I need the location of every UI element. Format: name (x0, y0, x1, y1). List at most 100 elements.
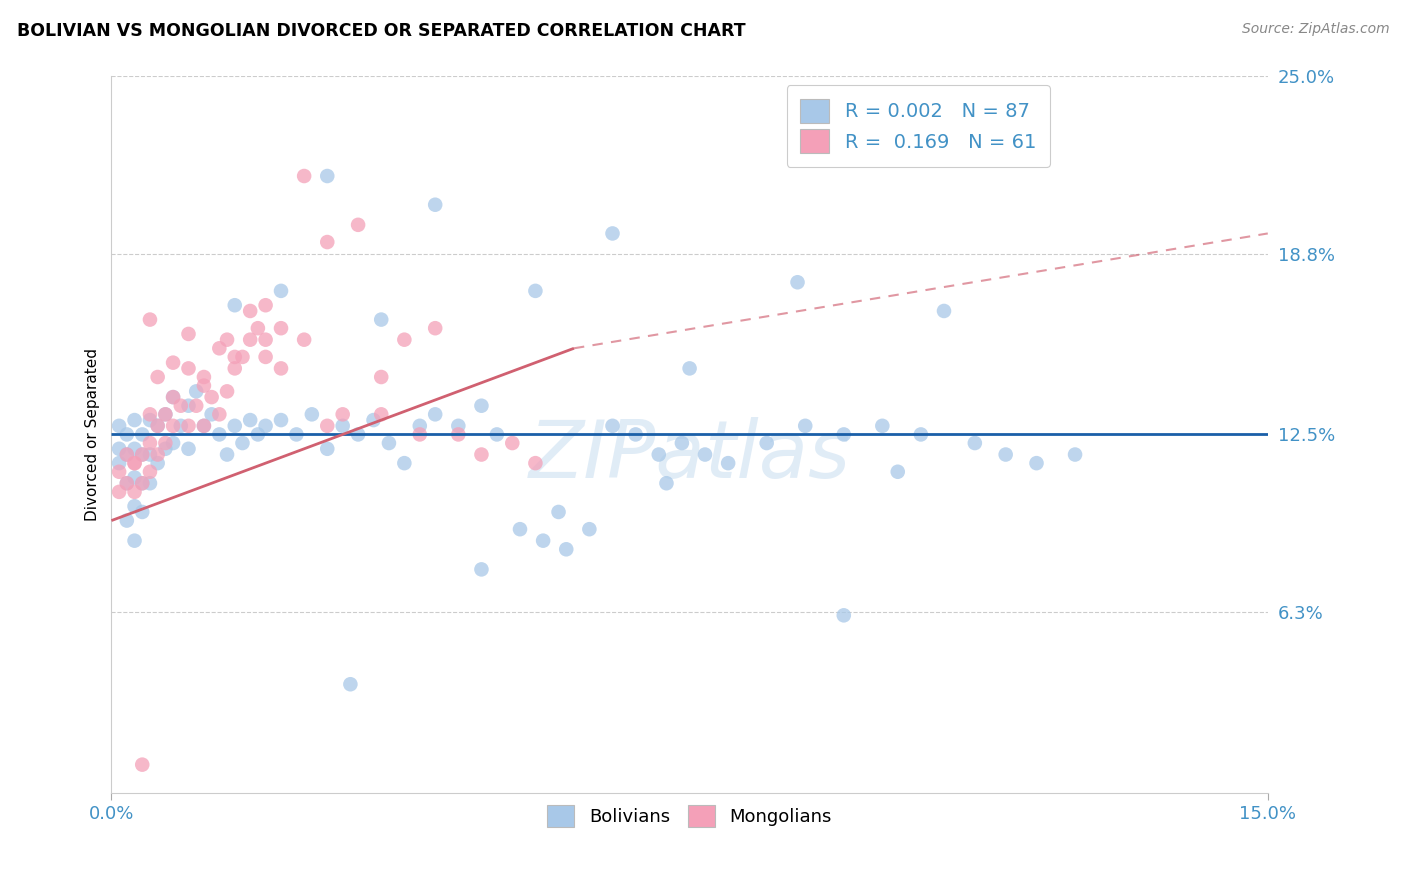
Point (1064, 448, 1087, 462)
Point (124, 456, 146, 470)
Point (347, 218, 370, 232)
Point (124, 500, 146, 514)
Legend: Bolivians, Mongolians: Bolivians, Mongolians (540, 798, 839, 835)
Point (186, 384, 208, 399)
Point (547, 505, 569, 519)
Point (409, 427, 432, 442)
Point (370, 370, 392, 384)
Point (131, 448, 153, 462)
Point (193, 370, 215, 384)
Point (887, 465, 910, 479)
Point (139, 465, 162, 479)
Point (470, 448, 492, 462)
Point (108, 442, 131, 456)
Point (832, 608, 855, 623)
Point (270, 361, 292, 376)
Point (316, 418, 339, 433)
Point (270, 321, 292, 335)
Point (524, 284, 547, 298)
Point (994, 448, 1017, 462)
Point (509, 522, 531, 536)
Point (648, 448, 671, 462)
Point (215, 448, 238, 462)
Point (910, 427, 932, 442)
Point (370, 408, 392, 422)
Point (655, 476, 678, 491)
Point (193, 378, 215, 392)
Point (146, 418, 169, 433)
Point (447, 427, 470, 442)
Point (193, 418, 215, 433)
Point (786, 275, 808, 289)
Point (155, 436, 177, 450)
Point (139, 436, 162, 450)
Point (231, 350, 253, 364)
Point (146, 448, 169, 462)
Point (224, 418, 246, 433)
Point (139, 476, 162, 491)
Point (115, 448, 138, 462)
Point (316, 442, 339, 456)
Point (254, 298, 277, 312)
Point (215, 384, 238, 399)
Point (301, 408, 323, 422)
Point (602, 418, 624, 433)
Point (201, 408, 224, 422)
Point (215, 333, 238, 347)
Point (363, 413, 385, 427)
Point (671, 436, 693, 450)
Point (872, 418, 894, 433)
Point (254, 418, 277, 433)
Point (201, 390, 224, 404)
Point (162, 356, 184, 370)
Point (170, 418, 193, 433)
Point (531, 533, 554, 548)
Point (246, 427, 269, 442)
Point (316, 169, 339, 183)
Point (425, 408, 447, 422)
Point (115, 514, 138, 528)
Point (231, 436, 253, 450)
Point (193, 418, 215, 433)
Point (755, 436, 778, 450)
Text: BOLIVIAN VS MONGOLIAN DIVORCED OR SEPARATED CORRELATION CHART: BOLIVIAN VS MONGOLIAN DIVORCED OR SEPARA… (17, 22, 745, 40)
Point (139, 448, 162, 462)
Point (124, 456, 146, 470)
Point (347, 427, 370, 442)
Point (115, 448, 138, 462)
Point (501, 436, 523, 450)
Point (932, 304, 955, 318)
Point (131, 448, 153, 462)
Point (162, 418, 184, 433)
Point (254, 350, 277, 364)
Point (246, 321, 269, 335)
Point (394, 456, 416, 470)
Point (124, 484, 146, 499)
Point (155, 442, 177, 456)
Point (378, 436, 401, 450)
Point (963, 436, 986, 450)
Point (578, 522, 600, 536)
Point (394, 333, 416, 347)
Point (108, 418, 131, 433)
Point (139, 408, 162, 422)
Point (131, 476, 153, 491)
Point (292, 169, 315, 183)
Point (186, 399, 208, 413)
Point (332, 408, 354, 422)
Point (370, 312, 392, 326)
Point (170, 399, 193, 413)
Text: Source: ZipAtlas.com: Source: ZipAtlas.com (1241, 22, 1389, 37)
Point (108, 484, 131, 499)
Point (139, 312, 162, 326)
Point (1025, 456, 1047, 470)
Point (108, 456, 131, 470)
Point (131, 427, 153, 442)
Point (177, 361, 200, 376)
Point (339, 677, 361, 691)
Point (524, 456, 547, 470)
Point (270, 413, 292, 427)
Point (224, 298, 246, 312)
Point (139, 413, 162, 427)
Point (146, 456, 169, 470)
